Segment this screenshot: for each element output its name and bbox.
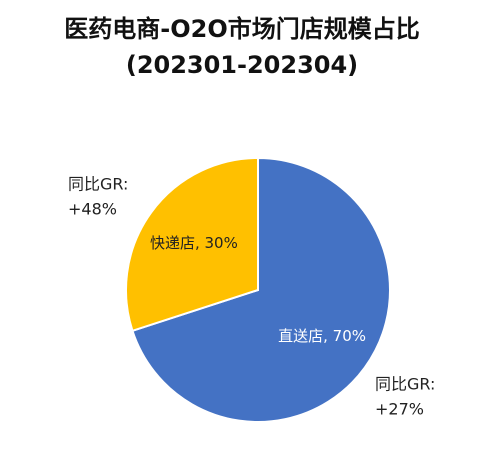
chart-title: (202301-202304): [126, 51, 358, 79]
pie-slice: [125, 156, 259, 333]
annotation: 同比GR:: [68, 175, 128, 194]
annotation: +27%: [375, 400, 424, 419]
pie-slice: [131, 156, 391, 423]
annotation: 同比GR:: [375, 375, 435, 394]
annotation: +48%: [68, 200, 117, 219]
data-label: 快递店, 30%: [150, 234, 238, 252]
chart-title: 医药电商-O2O市场门店规模占比: [64, 15, 419, 43]
data-label: 直送店, 70%: [278, 327, 366, 345]
